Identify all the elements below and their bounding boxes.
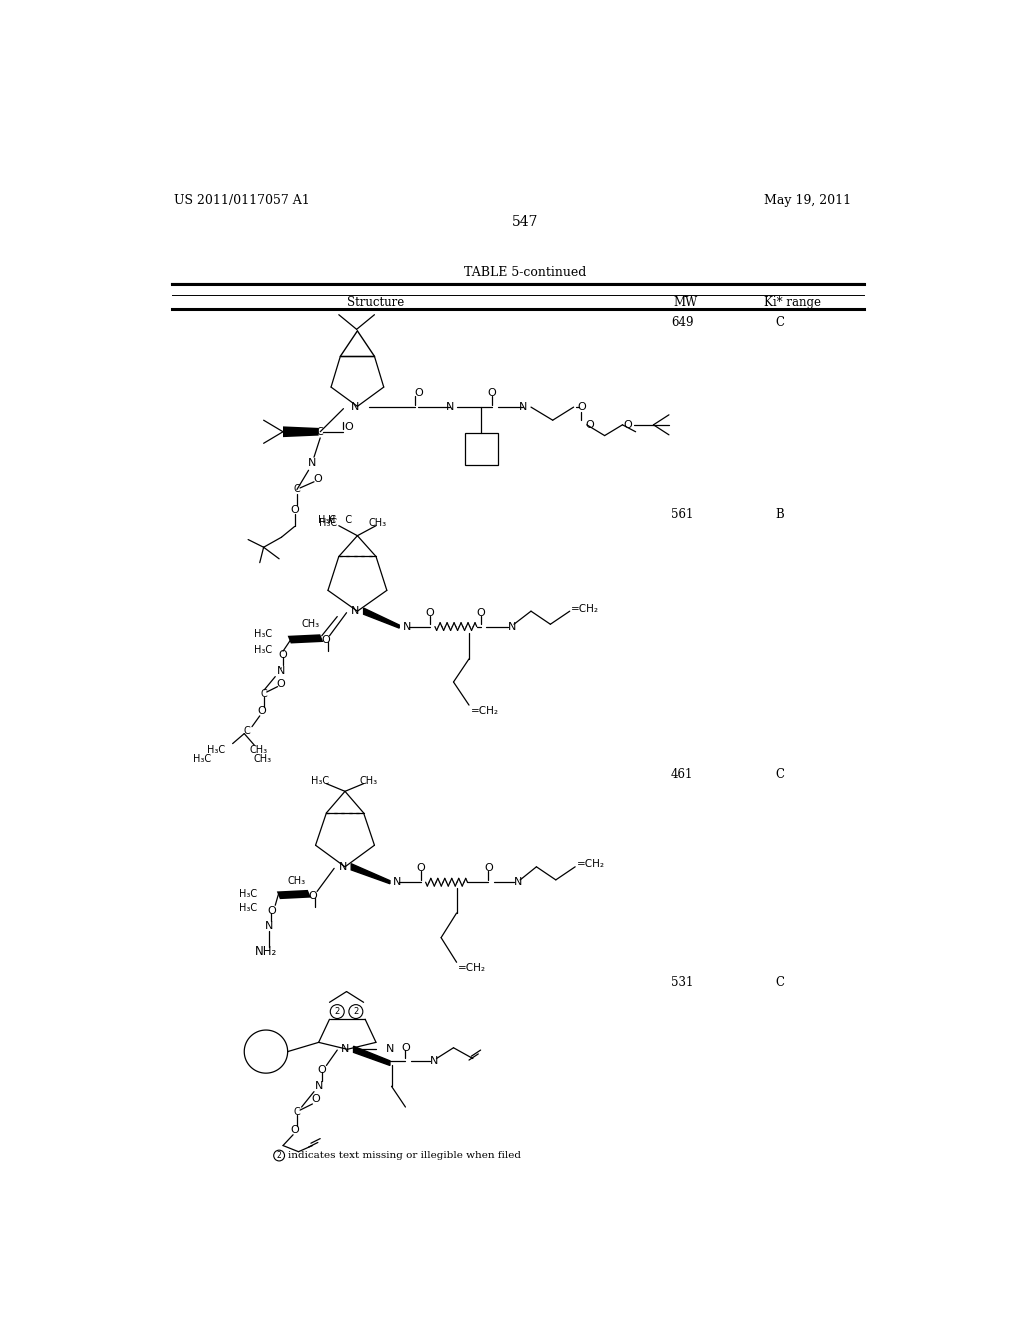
Text: N: N bbox=[265, 921, 273, 931]
Text: H₃C: H₃C bbox=[193, 754, 211, 764]
Text: C: C bbox=[294, 484, 300, 495]
Text: B: B bbox=[775, 508, 784, 521]
Text: =CH₂: =CH₂ bbox=[577, 859, 605, 870]
Text: 2: 2 bbox=[353, 1007, 358, 1016]
Text: H₃C: H₃C bbox=[254, 644, 272, 655]
Text: N: N bbox=[386, 1044, 394, 1055]
Text: =CH₂: =CH₂ bbox=[458, 964, 486, 973]
Text: H₃C: H₃C bbox=[317, 515, 336, 525]
Text: O: O bbox=[487, 388, 497, 399]
Text: 561: 561 bbox=[671, 508, 693, 521]
Text: O: O bbox=[476, 607, 485, 618]
Text: O: O bbox=[577, 403, 586, 412]
Text: O: O bbox=[308, 891, 316, 902]
Text: N: N bbox=[341, 1044, 349, 1055]
Text: C: C bbox=[775, 315, 784, 329]
Text: CH₃: CH₃ bbox=[302, 619, 319, 630]
Text: CH₃: CH₃ bbox=[253, 754, 271, 764]
Text: H₃C: H₃C bbox=[207, 744, 225, 755]
Text: C: C bbox=[775, 768, 784, 781]
Polygon shape bbox=[283, 426, 318, 437]
Text: H₃C: H₃C bbox=[254, 630, 272, 639]
Text: N: N bbox=[351, 403, 359, 412]
Text: H₃C: H₃C bbox=[239, 903, 257, 912]
Text: H₃C: H₃C bbox=[318, 517, 337, 528]
Text: US 2011/0117057 A1: US 2011/0117057 A1 bbox=[174, 194, 310, 207]
Text: CH₃: CH₃ bbox=[288, 875, 306, 886]
Text: N: N bbox=[519, 403, 527, 412]
Text: 547: 547 bbox=[512, 215, 538, 228]
Text: 2: 2 bbox=[335, 1007, 340, 1016]
Text: 2: 2 bbox=[276, 1151, 282, 1160]
Text: N: N bbox=[403, 622, 412, 631]
Text: H₃C: H₃C bbox=[311, 776, 330, 785]
Text: indicates text missing or illegible when filed: indicates text missing or illegible when… bbox=[288, 1151, 520, 1160]
Text: O: O bbox=[417, 863, 425, 874]
Text: O: O bbox=[317, 1065, 326, 1074]
Text: H: H bbox=[329, 515, 336, 525]
Text: N: N bbox=[430, 1056, 438, 1065]
Text: C: C bbox=[336, 515, 352, 525]
Text: O: O bbox=[267, 906, 275, 916]
Text: O: O bbox=[257, 706, 265, 717]
Text: N: N bbox=[508, 622, 516, 631]
Text: C: C bbox=[244, 726, 250, 735]
Text: May 19, 2011: May 19, 2011 bbox=[764, 194, 851, 207]
Text: O: O bbox=[344, 422, 353, 432]
Text: =CH₂: =CH₂ bbox=[571, 603, 599, 614]
Text: O: O bbox=[311, 1094, 319, 1105]
Text: O: O bbox=[624, 420, 632, 430]
Polygon shape bbox=[364, 609, 399, 628]
Text: TABLE 5-continued: TABLE 5-continued bbox=[464, 265, 586, 279]
Text: 461: 461 bbox=[671, 768, 693, 781]
Text: O: O bbox=[290, 1125, 299, 1135]
Text: C: C bbox=[294, 1106, 300, 1117]
Text: O: O bbox=[484, 863, 493, 874]
Text: O: O bbox=[401, 1043, 410, 1053]
Text: N: N bbox=[393, 878, 401, 887]
Text: C: C bbox=[316, 426, 324, 437]
Text: Ki* range: Ki* range bbox=[764, 296, 820, 309]
Text: N: N bbox=[339, 862, 347, 871]
Text: O: O bbox=[290, 504, 299, 515]
Text: 531: 531 bbox=[671, 975, 693, 989]
Text: O: O bbox=[415, 388, 423, 399]
Text: H₃C: H₃C bbox=[239, 888, 257, 899]
Text: N: N bbox=[315, 1081, 324, 1092]
Text: MW: MW bbox=[674, 296, 698, 309]
Text: NH₂: NH₂ bbox=[255, 945, 278, 958]
Text: 649: 649 bbox=[671, 315, 693, 329]
Polygon shape bbox=[288, 635, 324, 644]
Polygon shape bbox=[353, 1047, 390, 1065]
Text: O: O bbox=[586, 420, 594, 430]
Text: Structure: Structure bbox=[347, 296, 404, 309]
Text: N: N bbox=[276, 667, 285, 676]
Text: O: O bbox=[322, 635, 330, 644]
Text: N: N bbox=[514, 878, 522, 887]
Text: C: C bbox=[775, 975, 784, 989]
Text: CH₃: CH₃ bbox=[359, 776, 377, 785]
Polygon shape bbox=[351, 863, 390, 884]
Text: O: O bbox=[276, 680, 285, 689]
Text: C: C bbox=[260, 689, 267, 698]
Text: O: O bbox=[313, 474, 323, 484]
Text: N: N bbox=[351, 606, 359, 616]
Text: CH₃: CH₃ bbox=[249, 744, 267, 755]
Text: O: O bbox=[426, 607, 434, 618]
Text: =CH₂: =CH₂ bbox=[471, 706, 499, 717]
Text: CH₃: CH₃ bbox=[369, 517, 387, 528]
Text: N: N bbox=[307, 458, 315, 469]
Text: O: O bbox=[279, 649, 288, 660]
Polygon shape bbox=[276, 890, 311, 899]
Text: N: N bbox=[445, 403, 454, 412]
